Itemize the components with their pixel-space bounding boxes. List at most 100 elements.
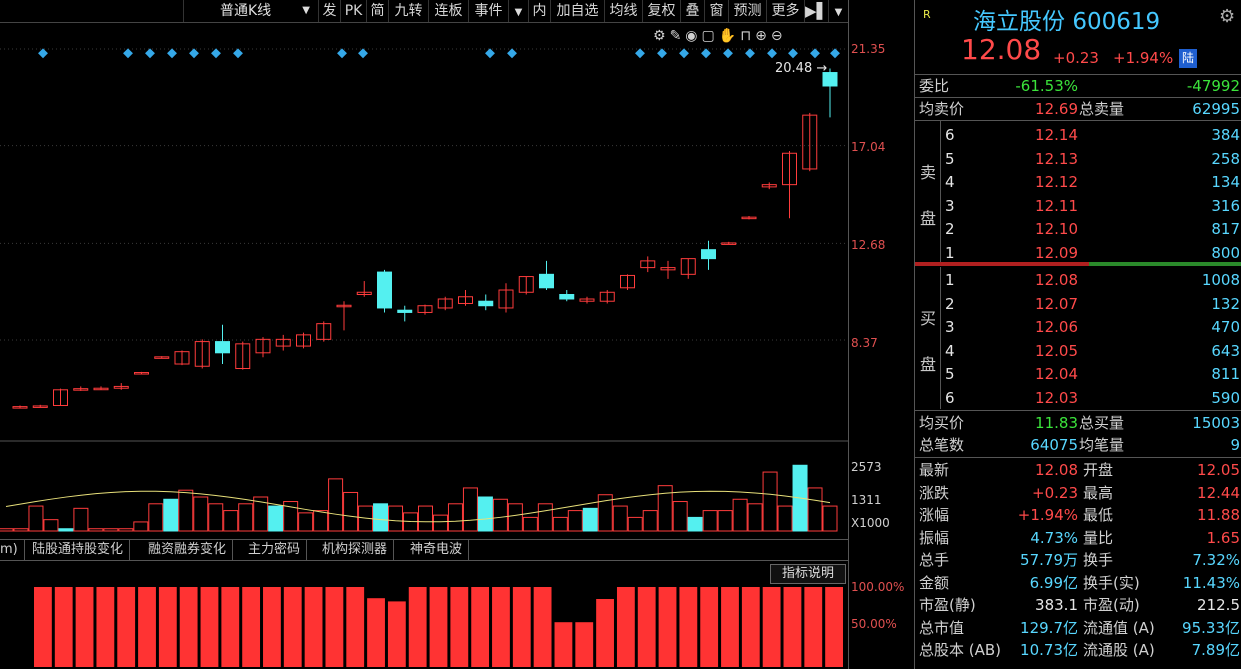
stat-label: 流通股 (A) [1083, 641, 1155, 659]
tab-institution[interactable]: 机构探测器 [316, 540, 395, 560]
ask-level: 2 [945, 220, 955, 238]
bid-row[interactable]: 6 12.03 590 [915, 387, 1241, 409]
holding-bar [533, 587, 552, 667]
total-trades-value: 64075 [1030, 436, 1078, 454]
holding-bar [616, 587, 635, 667]
candle-body [437, 298, 453, 309]
volume-bar [148, 503, 164, 532]
pen-icon[interactable]: ✎ [669, 28, 686, 44]
kline-chart[interactable]: 21.35 17.04 12.68 8.37 20.48 → 2573 1311… [0, 23, 890, 543]
stat-value: 10.73亿 [1020, 641, 1078, 659]
basket-icon[interactable]: ▢ [701, 28, 719, 44]
signal-marker [810, 48, 820, 59]
tb-limit-button[interactable]: 连板 [428, 0, 468, 22]
lock-icon[interactable]: ⊓ [740, 28, 756, 44]
holding-bar [429, 587, 448, 667]
tb-ma-button[interactable]: 均线 [604, 0, 642, 22]
volume-bar [702, 510, 718, 532]
ask-row[interactable]: 2 12.10 817 [915, 218, 1241, 240]
holding-indicator-chart[interactable]: 100.00% 50.00% [0, 562, 904, 669]
ask-row[interactable]: 5 12.13 258 [915, 148, 1241, 170]
ask-row[interactable]: 6 12.14 384 [915, 124, 1241, 146]
signal-marker [767, 48, 777, 59]
volume-bar [822, 505, 838, 532]
holding-bar [283, 587, 302, 667]
volume-bar [238, 503, 254, 532]
hand-icon[interactable]: ✋ [718, 28, 741, 44]
tb-window-button[interactable]: 窗 [704, 0, 728, 22]
kline-type-select[interactable]: 普通K线 ▼ [183, 0, 318, 22]
bid-row[interactable]: 4 12.05 643 [915, 340, 1241, 362]
candle-body [498, 289, 514, 309]
bid-volume: 1008 [1201, 271, 1240, 289]
holding-bar [117, 587, 136, 667]
stat-label: 总股本 (AB) [919, 641, 1002, 659]
tb-inner-button[interactable]: 内 [528, 0, 550, 22]
bid-row[interactable]: 3 12.06 470 [915, 316, 1241, 338]
tb-simple-button[interactable]: 简 [366, 0, 388, 22]
quote-panel: R 海立股份 600619 ⚙ 12.08 +0.23 +1.94% 陆 委比 … [914, 0, 1241, 669]
tb-fa-button[interactable]: 发 [318, 0, 340, 22]
total-sell-label: 总卖量 [1079, 100, 1125, 118]
volume-bar [253, 496, 269, 532]
candle-body [782, 152, 797, 186]
bid-level: 2 [945, 294, 955, 313]
total-trades-row: 总笔数 64075 均笔量 9 [915, 434, 1241, 456]
volume-bar [777, 505, 793, 532]
volume-bar [732, 498, 748, 532]
ask-row[interactable]: 3 12.11 316 [915, 195, 1241, 217]
avg-sell-value: 12.69 [1035, 100, 1078, 118]
tb-adjust-button[interactable]: 复权 [642, 0, 680, 22]
tab-main-code[interactable]: 主力密码 [242, 540, 308, 560]
ask-row[interactable]: 1 12.09 800 [915, 242, 1241, 264]
indicator-explain-button[interactable]: 指标说明 [770, 564, 846, 584]
holding-bar [783, 587, 802, 667]
bid-row[interactable]: 5 12.04 811 [915, 363, 1241, 385]
price-tick: 21.35 [851, 42, 886, 56]
tab-margin[interactable]: 融资融券变化 [142, 540, 234, 560]
bid-row[interactable]: 2 12.07 132 [915, 293, 1241, 315]
volume-tick: 1311 [851, 493, 882, 507]
bid-price: 12.05 [1035, 341, 1078, 360]
stat-value: 383.1 [1035, 596, 1078, 614]
tb-forecast-button[interactable]: 预测 [728, 0, 766, 22]
eye-icon[interactable]: ◉ [685, 28, 702, 44]
candle-body [802, 114, 818, 170]
bid-row[interactable]: 1 12.08 1008 [915, 269, 1241, 291]
bid-level: 5 [945, 365, 955, 383]
tb-event-dropdown[interactable]: ▼ [508, 0, 528, 22]
tb-overlay-button[interactable]: 叠 [680, 0, 704, 22]
candle-body [32, 405, 48, 408]
webi-row: 委比 -61.53% -47992 [915, 75, 1241, 97]
zoom-in-icon[interactable]: ⊕ [755, 28, 771, 44]
tb-menu-dropdown[interactable]: ▼ [828, 0, 848, 22]
stat-label: 涨幅 [919, 506, 950, 524]
zoom-out-icon[interactable]: ⊖ [770, 28, 787, 44]
tab-hk-holding[interactable]: 陆股通持股变化 [26, 540, 131, 560]
tab-m[interactable]: m) [0, 540, 25, 560]
candle-body [255, 338, 271, 354]
holding-bar [512, 587, 531, 667]
volume-bar [552, 516, 568, 532]
stat-label: 最低 [1083, 506, 1114, 524]
volume-bar [178, 489, 194, 532]
tb-more-button[interactable]: 更多 [766, 0, 804, 22]
bid-volume: 643 [1211, 341, 1240, 360]
ask-price: 12.12 [1035, 173, 1078, 191]
volume-bar [672, 501, 688, 532]
tb-event-button[interactable]: 事件 [468, 0, 508, 22]
tb-pk-button[interactable]: PK [340, 0, 366, 22]
tb-nine-button[interactable]: 九转 [388, 0, 428, 22]
stat-label: 涨跌 [919, 483, 950, 502]
tab-wave[interactable]: 神奇电波 [404, 540, 470, 560]
stats-row: 振幅 4.73% 量比 1.65 [915, 527, 1241, 549]
bid-price: 12.04 [1035, 365, 1078, 383]
stat-value: 7.89亿 [1191, 641, 1240, 659]
settings-icon[interactable]: ⚙ [653, 28, 670, 44]
tb-add-watch-button[interactable]: 加自选 [550, 0, 604, 22]
gear-icon[interactable]: ⚙ [1219, 6, 1236, 27]
collapse-right-icon[interactable]: ▶▌ [804, 0, 829, 22]
ask-price: 12.11 [1035, 196, 1078, 215]
ask-row[interactable]: 4 12.12 134 [915, 171, 1241, 193]
ask-label-1: 卖 [920, 163, 937, 182]
